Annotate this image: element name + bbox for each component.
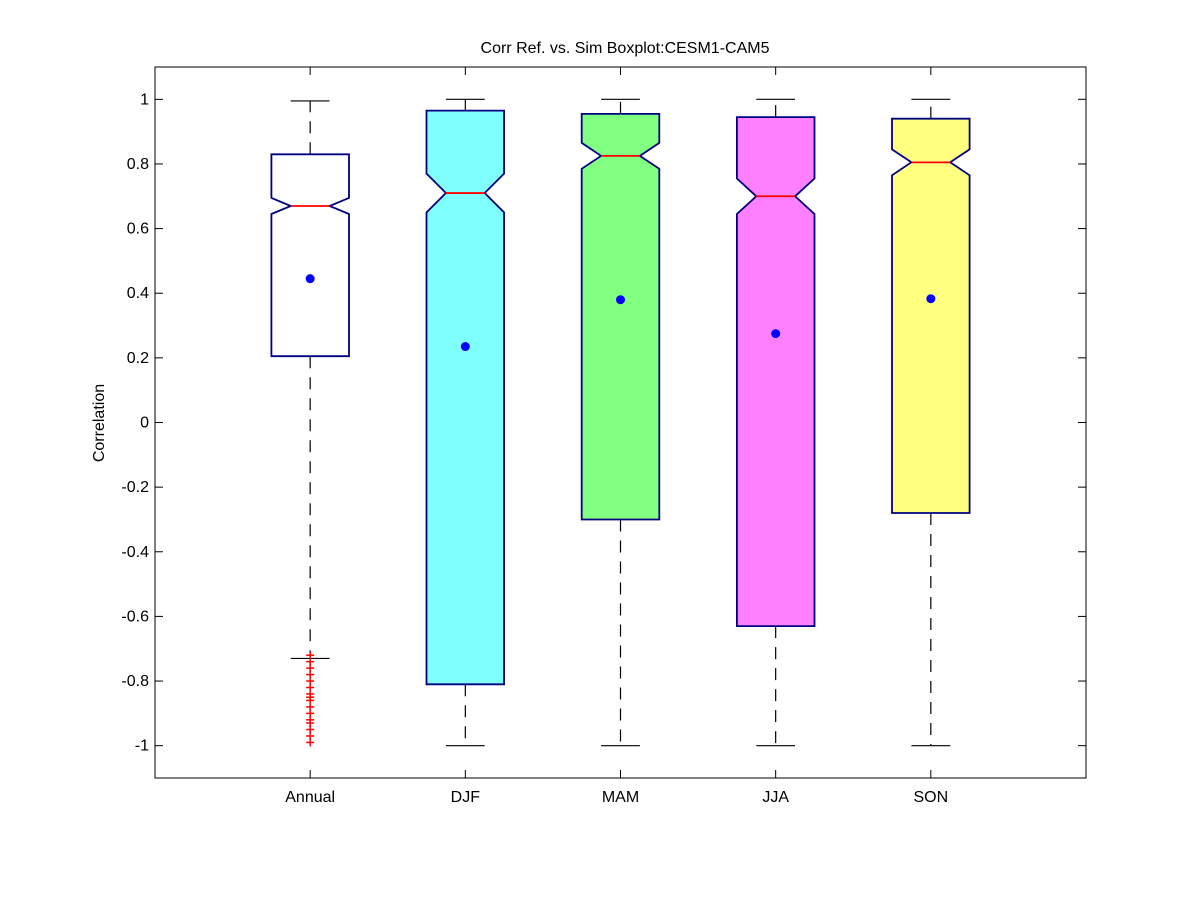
box-body xyxy=(270,153,350,358)
x-tick-label: MAM xyxy=(602,789,639,806)
mean-marker xyxy=(616,295,625,305)
x-tick-label: DJF xyxy=(451,789,481,806)
outlier-marker xyxy=(306,738,315,747)
box-annual xyxy=(270,100,350,747)
y-tick-label: 0.6 xyxy=(127,221,149,238)
y-axis-label: Correlation xyxy=(91,384,108,462)
chart-title: Corr Ref. vs. Sim Boxplot:CESM1-CAM5 xyxy=(481,40,770,57)
y-tick-label: -1 xyxy=(135,738,149,755)
y-tick-label: 0.4 xyxy=(127,285,149,302)
box-body xyxy=(580,113,661,521)
mean-marker xyxy=(460,342,470,352)
x-tick-label: JJA xyxy=(762,789,789,806)
x-tick-label: Annual xyxy=(285,789,335,806)
y-tick-label: -0.2 xyxy=(121,479,149,496)
y-tick-label: -0.6 xyxy=(121,608,149,625)
box-body xyxy=(891,117,971,514)
y-tick-label: -0.8 xyxy=(121,673,149,690)
box-djf xyxy=(425,98,506,747)
y-tick-label: 0.2 xyxy=(127,350,149,367)
mean-marker xyxy=(926,294,936,304)
box-jja xyxy=(736,98,816,747)
box-mam xyxy=(580,98,661,747)
x-tick-label: SON xyxy=(913,789,948,806)
y-tick-label: -0.4 xyxy=(121,544,149,561)
y-tick-label: 0 xyxy=(140,415,149,432)
box-body xyxy=(736,116,816,627)
plot-area xyxy=(270,98,971,747)
mean-marker xyxy=(305,274,315,284)
y-tick-label: 0.8 xyxy=(127,156,149,173)
box-son xyxy=(891,98,971,747)
y-tick-label: 1 xyxy=(140,91,149,108)
axes: Annual DJF MAM JJA SON -1 -0.8 -0.6 -0.4 -0.2 0 0.2… xyxy=(121,67,1086,806)
mean-marker xyxy=(771,329,781,339)
box-body xyxy=(425,109,506,686)
